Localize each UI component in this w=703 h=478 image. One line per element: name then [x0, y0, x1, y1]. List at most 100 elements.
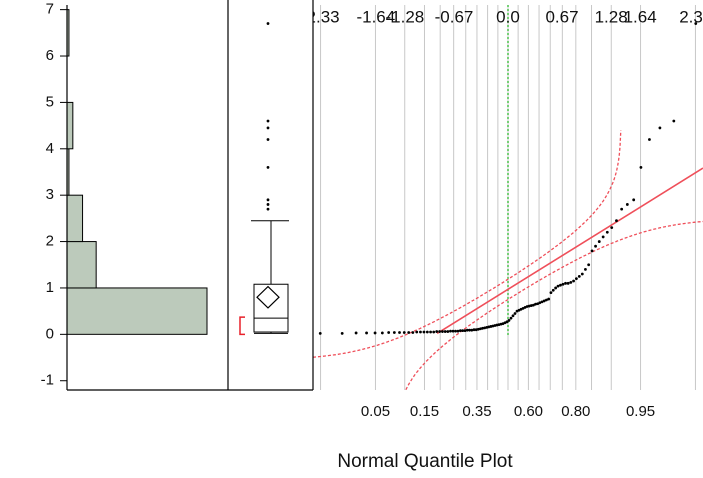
- quantile-point: [511, 314, 515, 318]
- quantile-point: [561, 282, 565, 286]
- quantile-point: [513, 312, 517, 315]
- quantile-point: [538, 301, 542, 305]
- outlier: [266, 198, 270, 202]
- outlier: [266, 207, 270, 211]
- quantile-point: [551, 288, 555, 292]
- quantile-point: [572, 279, 575, 283]
- quantile-grid: [320, 5, 696, 390]
- quantile-point: [468, 328, 471, 332]
- quantile-point: [639, 165, 643, 169]
- quantile-point: [479, 327, 482, 331]
- quantile-point: [566, 281, 570, 285]
- quantile-point: [648, 138, 651, 141]
- quantile-point: [481, 326, 484, 330]
- top-tick-label: -2.33: [301, 7, 340, 26]
- quantile-point: [529, 304, 533, 307]
- quantile-point: [456, 329, 460, 333]
- quantile-point: [419, 330, 422, 334]
- quantile-point: [672, 119, 676, 123]
- quantile-point: [605, 230, 609, 234]
- quantile-point: [373, 331, 377, 335]
- quantile-point: [542, 299, 546, 303]
- quantile-point: [392, 331, 396, 334]
- quantile-point: [569, 280, 573, 284]
- quantile-point: [556, 284, 560, 288]
- histogram-bar: [66, 287, 208, 335]
- x-tick-label: 0.95: [626, 403, 655, 420]
- quantile-point: [387, 331, 391, 334]
- x-tick-label: 0.35: [462, 403, 491, 420]
- top-tick-label: 2.33: [679, 7, 703, 26]
- quantile-point: [435, 330, 439, 333]
- quantile-point: [451, 329, 455, 333]
- outlier: [266, 126, 270, 130]
- outlier: [266, 119, 270, 123]
- quantile-point: [398, 331, 401, 334]
- quantile-point: [574, 277, 578, 281]
- quantile-point: [559, 283, 562, 287]
- quantile-point: [465, 328, 469, 332]
- y-tick-label: 2: [46, 233, 54, 250]
- x-tick-label: 0.60: [514, 403, 543, 420]
- top-tick-label: 1.28: [595, 7, 628, 26]
- histogram-bar: [66, 194, 84, 243]
- quantile-point: [658, 126, 662, 130]
- confidence-band: [404, 220, 703, 391]
- quantile-point: [536, 302, 540, 306]
- y-tick-label: 4: [46, 140, 54, 157]
- quantile-point: [694, 22, 698, 25]
- quantile-point: [354, 331, 358, 335]
- quantile-point: [584, 267, 587, 271]
- quantile-point: [577, 274, 581, 278]
- quantile-point: [545, 298, 548, 302]
- y-tick-label: 6: [46, 47, 54, 64]
- quantile-point: [461, 329, 465, 333]
- y-tick-label: 7: [46, 1, 54, 18]
- top-tick-label: 0.67: [545, 7, 578, 26]
- quantile-point: [411, 331, 415, 334]
- plot-title: Normal Quantile Plot: [337, 451, 513, 472]
- quantile-point: [441, 330, 444, 333]
- quantile-point: [564, 281, 567, 285]
- quantile-point: [318, 332, 322, 335]
- box: [253, 283, 289, 333]
- quantile-point: [472, 328, 476, 332]
- quantile-point: [505, 320, 509, 324]
- quantile-point: [625, 203, 629, 206]
- x-tick-label: 0.15: [410, 403, 439, 420]
- y-tick-label: -1: [41, 372, 54, 389]
- y-tick-label: 3: [46, 186, 54, 203]
- top-tick-label: -1.28: [385, 7, 424, 26]
- quantile-point: [532, 303, 535, 307]
- quantile-point: [594, 244, 597, 248]
- quantile-point: [454, 329, 457, 333]
- quantile-point: [610, 226, 614, 230]
- histogram-bar: [66, 241, 97, 289]
- quantile-point: [597, 240, 601, 243]
- x-tick-label: 0.80: [561, 403, 590, 420]
- quantile-point: [458, 329, 462, 333]
- quantile-point: [470, 328, 474, 332]
- quantile-point: [365, 331, 368, 335]
- quantile-point: [422, 330, 426, 334]
- top-tick-label: -0.67: [435, 7, 474, 26]
- quantile-point: [407, 331, 411, 334]
- quantile-point: [438, 330, 442, 333]
- mean-diamond: [256, 285, 280, 309]
- shortest-half: [239, 316, 245, 336]
- quantile-point: [476, 327, 480, 331]
- quantile-point: [429, 330, 432, 334]
- quantile-point: [425, 330, 429, 334]
- confidence-band: [313, 130, 622, 358]
- quantile-point: [587, 263, 591, 267]
- top-tick-label: 1.64: [624, 7, 657, 26]
- quantile-point: [554, 286, 558, 290]
- panels: -1 0 1 2 3 4 5 6 7 0.05 0.15 0.35 0.60 0.80 0.95: [41, 1, 655, 420]
- top-tick-label: -1.64: [356, 7, 395, 26]
- quantile-point: [534, 302, 537, 306]
- outlier: [266, 22, 270, 25]
- quantile-point: [449, 329, 452, 333]
- quantile-point: [601, 235, 605, 239]
